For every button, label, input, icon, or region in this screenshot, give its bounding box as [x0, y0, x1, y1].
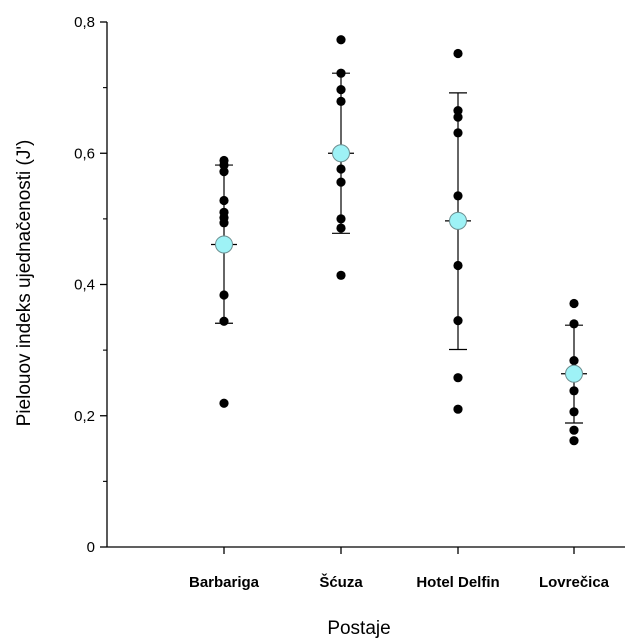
data-point [336, 177, 346, 187]
station-group [445, 48, 471, 414]
station-group [211, 155, 237, 408]
y-tick-label: 0 [87, 539, 95, 556]
x-axis-categories: Barbariga Šćuza Hotel Delfin Lovrečica [189, 547, 610, 591]
mean-marker [565, 364, 583, 383]
data-point [219, 167, 229, 177]
x-axis-title: Postaje [327, 618, 390, 639]
y-axis-title: Pielouov indeks ujednačenosti (J') [14, 140, 35, 427]
y-tick-label: 0,6 [74, 145, 95, 162]
y-tick-label: 0,2 [74, 408, 95, 425]
data-point [219, 398, 229, 408]
data-point [453, 128, 463, 138]
data-point [336, 214, 346, 224]
data-point [453, 48, 463, 59]
data-point [569, 386, 579, 396]
data-point [336, 96, 346, 107]
data-point [569, 436, 579, 446]
data-point [219, 316, 229, 326]
x-category-label: Barbariga [189, 574, 260, 591]
station-group [561, 298, 587, 446]
data-point [336, 164, 346, 174]
data-point [569, 356, 579, 366]
y-tick-label: 0,8 [74, 14, 95, 31]
data-point [569, 319, 579, 329]
mean-marker [449, 211, 467, 230]
data-point [453, 112, 463, 122]
data-point [453, 315, 463, 326]
data-point [219, 160, 229, 170]
data-point [453, 260, 463, 271]
data-point [219, 218, 229, 228]
x-category-label: Hotel Delfin [416, 574, 499, 591]
data-point [453, 105, 463, 116]
data-point [219, 290, 229, 300]
y-axis-ticks: 0 0,2 0,4 0,6 0,8 [74, 14, 107, 556]
data-point [336, 223, 346, 233]
data-point [336, 270, 346, 280]
data-point [453, 373, 463, 383]
data-point [336, 35, 346, 45]
data-point [336, 68, 346, 78]
mean-marker [215, 235, 233, 254]
station-group [328, 35, 354, 280]
data-point [336, 84, 346, 95]
data-point [453, 191, 463, 201]
data-point [569, 425, 579, 435]
y-tick-label: 0,4 [74, 277, 95, 294]
data-point [453, 404, 463, 414]
data-point [569, 407, 579, 417]
x-category-label: Lovrečica [539, 574, 610, 591]
data-point [569, 298, 579, 309]
axes [106, 22, 625, 548]
data-point [219, 195, 229, 206]
mean-marker [332, 144, 350, 163]
plot-area [211, 35, 587, 446]
x-category-label: Šćuza [319, 573, 363, 591]
